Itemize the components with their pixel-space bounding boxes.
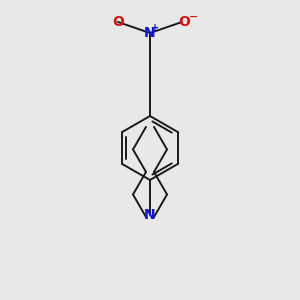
Text: O: O <box>178 15 190 29</box>
Text: O: O <box>112 15 124 29</box>
Text: N: N <box>144 208 156 222</box>
Text: N: N <box>144 26 156 40</box>
Text: +: + <box>151 23 159 33</box>
Text: −: − <box>189 12 199 22</box>
